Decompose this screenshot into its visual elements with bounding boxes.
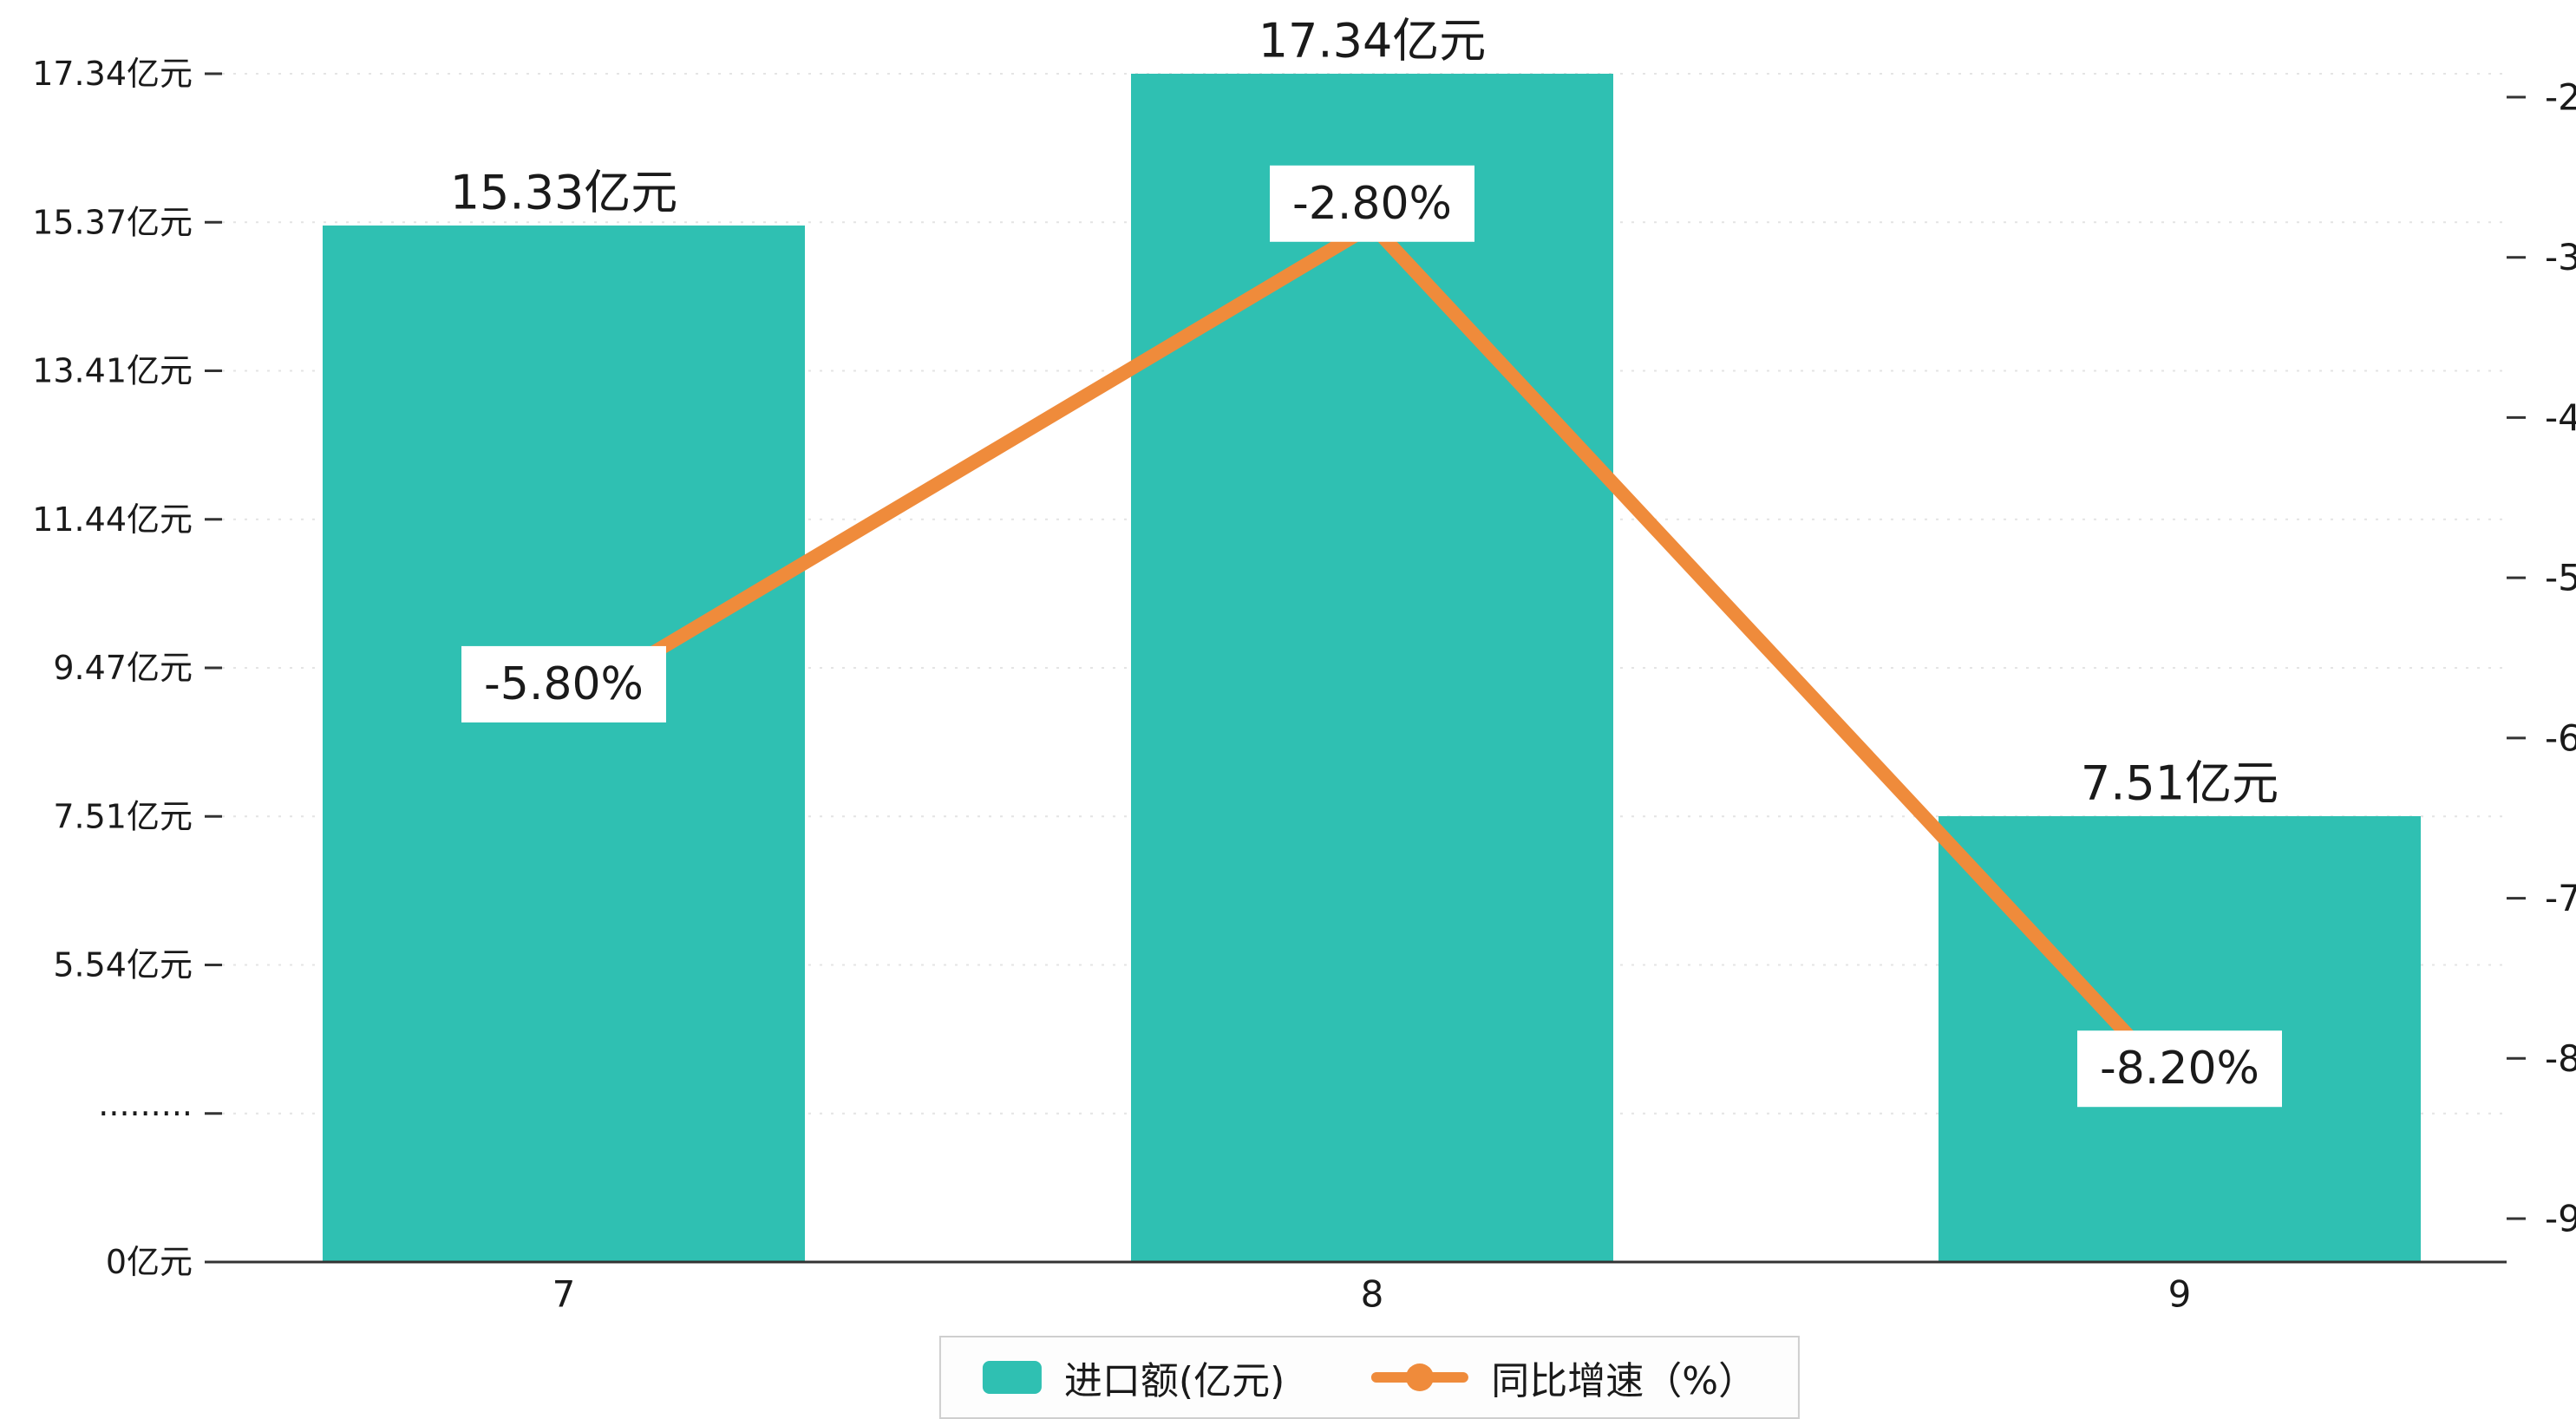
pct-label-box <box>2077 1030 2282 1108</box>
legend-item-imports[interactable]: 进口额(亿元) <box>982 1350 1285 1405</box>
x-axis-label: 8 <box>1361 1273 1384 1316</box>
legend-label-imports: 进口额(亿元) <box>1063 1359 1285 1403</box>
pct-value-label: -8.20% <box>2100 1043 2259 1095</box>
bar-value-label: 7.51亿元 <box>2081 755 2279 810</box>
y-tick-label-right: -2 <box>2545 76 2576 119</box>
legend-item-growth[interactable]: 同比增速（%） <box>1371 1350 1756 1405</box>
y-tick-label-right: -8 <box>2545 1037 2576 1080</box>
y-tick-label-left: 7.51亿元 <box>53 797 193 835</box>
y-tick-label-left: 15.37亿元 <box>32 203 193 241</box>
bar-month-8 <box>1131 74 1613 1262</box>
y-tick-label-right: -5 <box>2545 557 2576 599</box>
pct-value-label: -2.80% <box>1292 178 1452 230</box>
line-series-marker-icon <box>1371 1361 1469 1394</box>
pct-value-label: -5.80% <box>484 658 644 710</box>
y-tick-label-left: 11.44亿元 <box>32 500 193 539</box>
y-tick-label-left: 9.47亿元 <box>53 649 193 687</box>
bar-month-7 <box>323 226 805 1262</box>
y-tick-label-right: -6 <box>2545 716 2576 759</box>
y-axis-break-label: ········· <box>98 1095 193 1133</box>
legend: 进口额(亿元) 同比增速（%） <box>938 1336 1801 1419</box>
y-tick-label-left: 0亿元 <box>106 1243 193 1281</box>
y-tick-label-right: -3 <box>2545 236 2576 278</box>
y-tick-label-left: 13.41亿元 <box>32 352 193 390</box>
pct-label-box <box>461 645 666 723</box>
y-tick-label-left: 5.54亿元 <box>53 946 193 984</box>
x-axis-label: 7 <box>552 1273 576 1316</box>
y-tick-label-left: 17.34亿元 <box>32 55 193 93</box>
legend-label-growth: 同比增速（%） <box>1491 1359 1757 1403</box>
pct-label-box <box>1270 165 1474 242</box>
x-axis-label: 9 <box>2168 1273 2192 1316</box>
y-tick-label-right: -4 <box>2545 396 2576 439</box>
y-tick-label-right: -9 <box>2545 1197 2576 1239</box>
bar-series-swatch-icon <box>982 1361 1042 1394</box>
bar-value-label: 17.34亿元 <box>1259 14 1487 69</box>
bar-value-label: 15.33亿元 <box>450 166 678 220</box>
y-tick-label-right: -7 <box>2545 877 2576 919</box>
